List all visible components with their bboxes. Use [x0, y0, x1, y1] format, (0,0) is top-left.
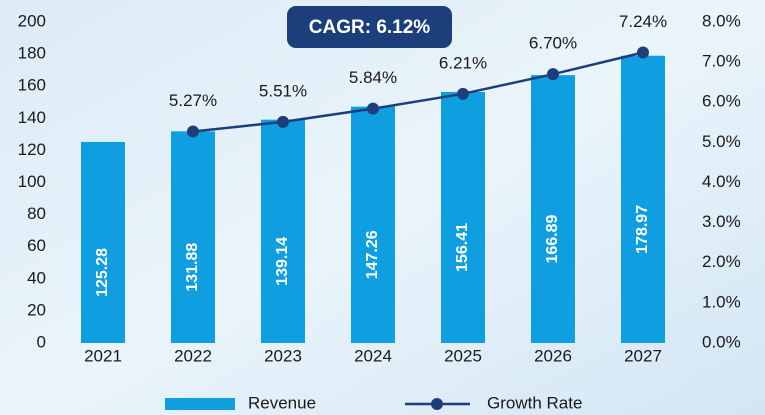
legend-swatch — [165, 398, 235, 410]
y2-tick-label: 7.0% — [702, 52, 741, 71]
legend-label: Growth Rate — [487, 393, 582, 412]
bar-value-label: 131.88 — [184, 243, 201, 292]
growth-point — [547, 68, 559, 81]
bar — [441, 91, 485, 344]
y-tick-label: 160 — [18, 76, 46, 95]
x-tick-label: 2024 — [354, 346, 392, 365]
x-tick-label: 2026 — [534, 346, 572, 365]
legend-label: Revenue — [248, 393, 316, 412]
annotation: CAGR: 6.12% — [309, 17, 431, 38]
y-tick-label: 60 — [27, 236, 46, 255]
y2-tick-label: 0.0% — [702, 332, 741, 351]
x-tick-label: 2025 — [444, 346, 482, 365]
y2-tick-label: 2.0% — [702, 252, 741, 271]
growth-point — [187, 125, 199, 138]
annotation-box — [287, 6, 452, 48]
growth-point — [277, 115, 289, 128]
bar — [621, 55, 665, 344]
y-tick-label: 0 — [37, 332, 46, 351]
y-tick-label: 200 — [18, 11, 46, 30]
bar-value-label: 147.26 — [364, 230, 381, 279]
growth-point — [637, 46, 649, 59]
x-tick-label: 2022 — [174, 346, 212, 365]
x-tick-label: 2023 — [264, 346, 302, 365]
y2-tick-label: 4.0% — [702, 172, 741, 191]
bar-value-label: 125.28 — [94, 248, 111, 297]
y2-tick-label: 5.0% — [702, 132, 741, 151]
growth-point — [457, 87, 469, 100]
y-tick-label: 20 — [27, 300, 46, 319]
y-tick-label: 120 — [18, 140, 46, 159]
y2-tick-label: 8.0% — [702, 11, 741, 30]
growth-label: 7.24% — [619, 12, 667, 31]
y-tick-label: 100 — [18, 172, 46, 191]
growth-label: 5.51% — [259, 81, 307, 100]
bar-value-label: 166.89 — [544, 215, 561, 264]
growth-label: 5.84% — [349, 68, 397, 87]
x-tick-label: 2021 — [84, 346, 122, 365]
bar — [171, 131, 215, 343]
y2-tick-label: 3.0% — [702, 212, 741, 231]
bar — [261, 119, 305, 343]
y2-tick-label: 1.0% — [702, 292, 741, 311]
x-tick-label: 2027 — [624, 346, 662, 365]
growth-point — [367, 102, 379, 115]
bar — [351, 106, 395, 343]
bar-value-label: 156.41 — [454, 223, 471, 272]
y2-tick-label: 6.0% — [702, 92, 741, 111]
growth-label: 6.21% — [439, 53, 487, 72]
y-tick-label: 180 — [18, 44, 46, 63]
growth-label: 5.27% — [169, 91, 217, 110]
legend-swatch-dot — [431, 398, 443, 410]
bar-value-label: 178.97 — [634, 205, 651, 254]
bar — [81, 141, 125, 343]
growth-line — [192, 51, 644, 133]
y-tick-label: 40 — [27, 268, 46, 287]
bar-value-label: 139.14 — [274, 237, 291, 286]
bar — [531, 75, 575, 344]
y-tick-label: 80 — [27, 204, 46, 223]
growth-label: 6.70% — [529, 34, 577, 53]
y-tick-label: 140 — [18, 108, 46, 127]
